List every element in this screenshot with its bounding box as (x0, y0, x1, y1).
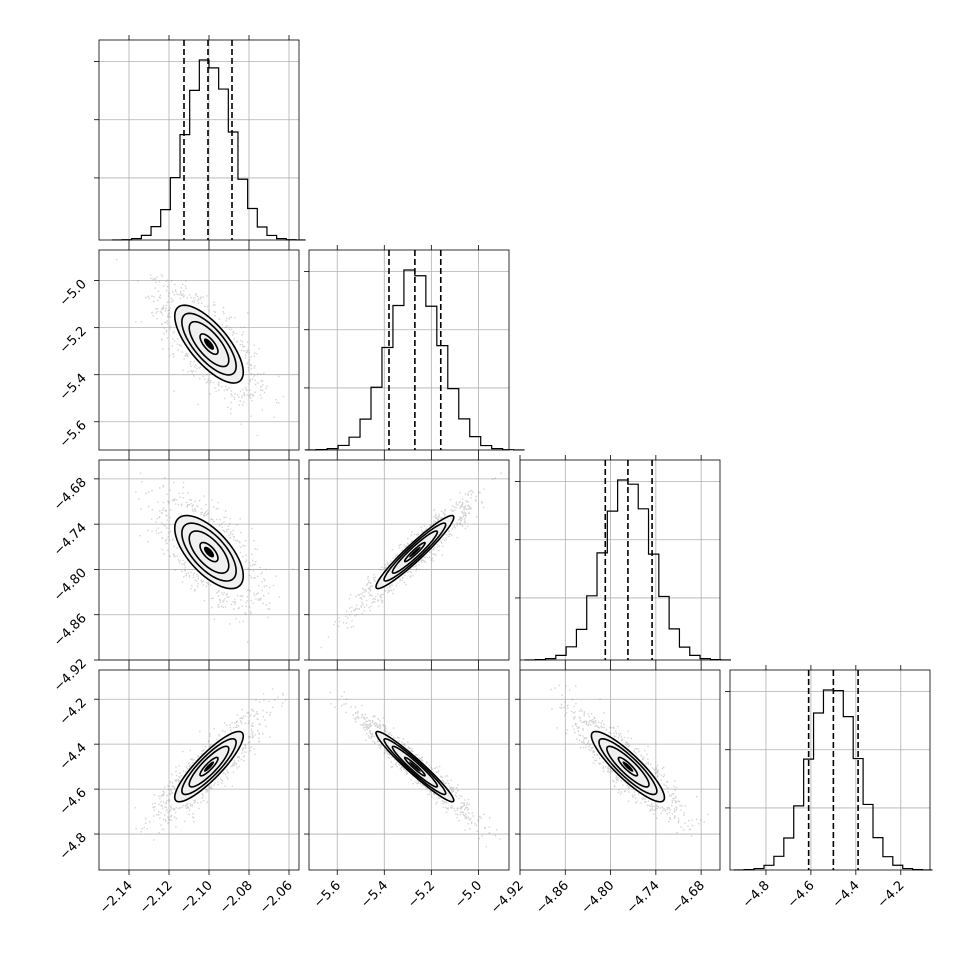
histogram-panel-p3 (725, 665, 933, 875)
density-contour (199, 756, 219, 777)
density-contour (181, 522, 237, 582)
scatter-points (320, 472, 502, 649)
y-tick-label-p3: −4.6 (57, 785, 90, 818)
x-tick-label-p0: −2.08 (217, 878, 256, 917)
x-tick-label-p0: −2.12 (137, 878, 176, 917)
x-tick-label-p1: −5.6 (311, 878, 344, 911)
density-contour (199, 541, 219, 563)
scatter-points (134, 688, 287, 841)
density-contour (181, 312, 237, 376)
density-contour (617, 756, 639, 777)
panel-frame (98, 39, 300, 241)
scatter-points (550, 684, 709, 837)
panel-frame (308, 249, 510, 451)
x-tick-label-p2: −4.80 (579, 878, 618, 917)
panel-frame (729, 669, 931, 871)
density-contour (375, 514, 455, 590)
density-contour (173, 304, 245, 384)
density-contour (173, 514, 245, 590)
y-tick-label-p1: −5.6 (57, 418, 90, 451)
histogram-step-p0 (111, 59, 306, 241)
density-contour (383, 522, 447, 582)
x-tick-label-p1: −5.4 (358, 878, 391, 911)
x-tick-label-p0: −2.14 (97, 878, 136, 917)
histogram-panel-p0 (94, 35, 306, 245)
panel-frame (519, 459, 721, 661)
y-tick-label-p1: −5.0 (57, 277, 90, 310)
density-contour (403, 756, 426, 777)
x-tick-label-p3: −4.8 (740, 878, 773, 911)
density-core (203, 761, 215, 772)
y-tick-label-p2: −4.80 (51, 566, 90, 605)
x-tick-label-p3: −4.4 (830, 878, 863, 911)
density-core (409, 546, 421, 558)
scatter-points (135, 472, 294, 643)
x-tick-label-p2: −4.86 (533, 878, 572, 917)
x-tick-label-p1: −5.0 (452, 878, 485, 911)
y-tick-label-p3: −4.8 (57, 830, 90, 863)
scatter-panel-p0-p2 (94, 455, 300, 665)
density-contour (606, 745, 650, 788)
density-contour (199, 333, 219, 356)
x-tick-label-p2: −4.74 (624, 878, 663, 917)
scatter-panel-p1-p2 (304, 455, 510, 665)
density-contour (391, 530, 439, 574)
scatter-points (116, 258, 285, 437)
density-contour (188, 530, 230, 574)
scatter-panel-p0-p3 (94, 665, 300, 875)
histogram-panel-p1 (304, 245, 525, 455)
histogram-panel-p2 (515, 455, 731, 665)
density-contour (173, 730, 245, 803)
density-contour (188, 745, 230, 788)
x-tick-label-p2: −4.68 (669, 878, 708, 917)
density-core (203, 546, 215, 558)
density-contour (590, 730, 666, 803)
y-tick-label-p2: −4.86 (51, 611, 90, 650)
scatter-panel-p2-p3 (515, 665, 721, 875)
x-tick-label-p1: −5.2 (405, 878, 438, 911)
density-contour (383, 738, 447, 796)
y-tick-label-p1: −5.4 (57, 371, 90, 404)
x-tick-label-p0: −2.06 (257, 878, 296, 917)
y-tick-label-p2: −4.74 (51, 520, 90, 559)
y-tick-label-p2: −4.68 (51, 475, 90, 514)
density-contour (391, 745, 439, 788)
density-core (409, 761, 421, 772)
density-core (622, 761, 634, 772)
panel-frame (98, 249, 300, 451)
density-contour (181, 738, 237, 796)
panel-frame (308, 669, 510, 871)
panel-frame (98, 669, 300, 871)
density-contour (403, 541, 426, 563)
panel-frame (308, 459, 510, 661)
density-contour (375, 730, 455, 803)
y-tick-label-p3: −4.4 (57, 740, 90, 773)
y-tick-label-p2: −4.92 (51, 656, 90, 695)
scatter-points (329, 691, 501, 848)
scatter-panel-p0-p1 (94, 245, 300, 455)
density-core (203, 338, 215, 350)
x-tick-label-p2: −4.92 (488, 878, 527, 917)
y-tick-label-p1: −5.2 (57, 324, 90, 357)
scatter-panel-p1-p3 (304, 665, 510, 875)
panel-frame (98, 459, 300, 661)
density-contour (188, 320, 230, 368)
x-tick-label-p3: −4.6 (785, 878, 818, 911)
density-contour (598, 738, 658, 796)
x-tick-label-p3: −4.2 (875, 878, 908, 911)
x-tick-label-p0: −2.10 (177, 878, 216, 917)
y-tick-label-p3: −4.2 (57, 695, 90, 728)
panel-frame (519, 669, 721, 871)
